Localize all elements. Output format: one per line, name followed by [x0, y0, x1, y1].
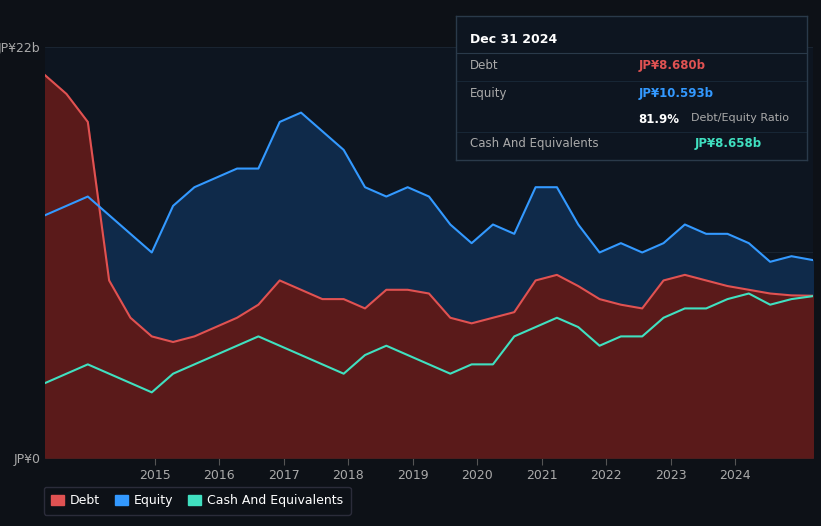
Text: 81.9%: 81.9%	[639, 113, 679, 126]
Text: Dec 31 2024: Dec 31 2024	[470, 33, 557, 46]
Text: Debt: Debt	[470, 59, 498, 72]
Legend: Debt, Equity, Cash And Equivalents: Debt, Equity, Cash And Equivalents	[44, 487, 351, 515]
Text: Equity: Equity	[470, 87, 507, 99]
Text: Cash And Equivalents: Cash And Equivalents	[470, 137, 599, 150]
Text: JP¥8.680b: JP¥8.680b	[639, 59, 705, 72]
Text: JP¥8.658b: JP¥8.658b	[695, 137, 762, 150]
Text: Debt/Equity Ratio: Debt/Equity Ratio	[691, 113, 789, 123]
Text: JP¥10.593b: JP¥10.593b	[639, 87, 713, 99]
